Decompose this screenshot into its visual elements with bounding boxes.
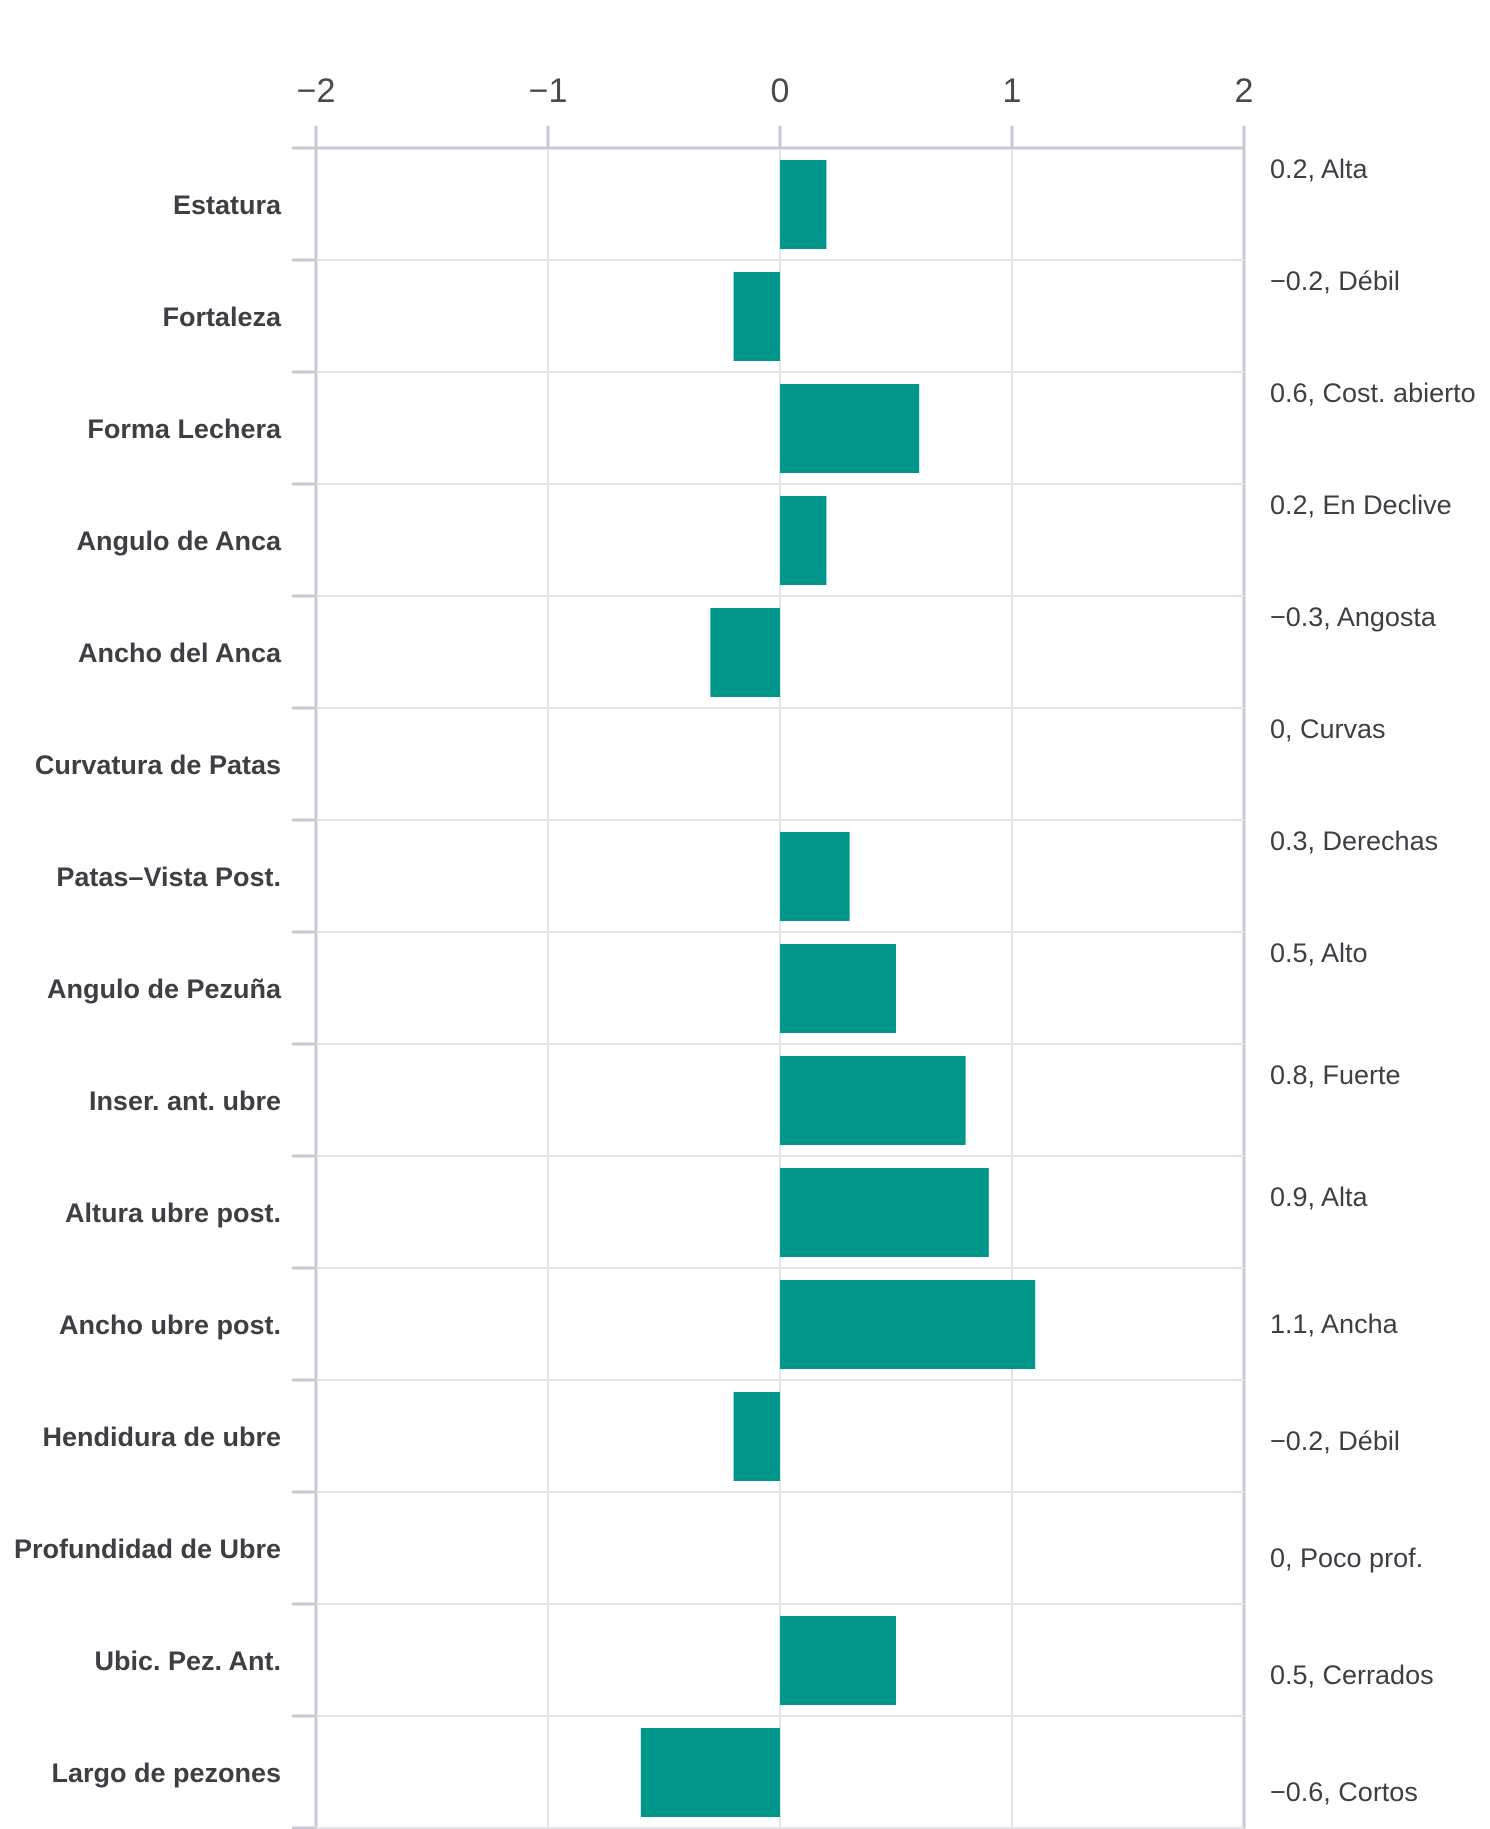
value-label: 0.6, Cost. abierto	[1270, 378, 1476, 408]
value-label: 0.8, Fuerte	[1270, 1060, 1401, 1090]
bar-patas-vista-post	[780, 832, 850, 921]
labels: −2 −1 0 1 2 Estatura 0.2, Alta Fortaleza −0.2, D…	[14, 72, 1476, 1807]
category-label: Largo de pezones	[51, 1758, 281, 1788]
category-label: Estatura	[173, 190, 282, 220]
bar-ancho-del-anca	[710, 608, 780, 697]
bar-fortaleza	[733, 272, 780, 361]
x-tick-label: −2	[297, 72, 336, 110]
bar-angulo-de-pezuna	[780, 944, 896, 1033]
value-label: −0.3, Angosta	[1270, 602, 1437, 632]
x-tick-label: −1	[529, 72, 568, 110]
category-label: Profundidad de Ubre	[14, 1534, 281, 1564]
x-tick-label: 0	[771, 72, 790, 110]
bar-altura-ubre-post	[780, 1168, 989, 1257]
value-label: 0.2, Alta	[1270, 154, 1369, 184]
value-label: 1.1, Ancha	[1270, 1309, 1399, 1339]
category-label: Forma Lechera	[87, 414, 282, 444]
value-label: 0.2, En Declive	[1270, 490, 1452, 520]
bar-hendidura-de-ubre	[733, 1392, 780, 1481]
bar-forma-lechera	[780, 384, 920, 473]
bar-ancho-ubre-post	[780, 1280, 1036, 1369]
bar-estatura	[780, 160, 827, 249]
bar-largo-de-pezones	[640, 1728, 780, 1817]
category-label: Patas–Vista Post.	[56, 862, 281, 892]
category-label: Fortaleza	[162, 302, 282, 332]
x-tick-label: 2	[1235, 72, 1254, 110]
axes	[292, 126, 1246, 1829]
category-label: Altura ubre post.	[65, 1198, 281, 1228]
bar-ubic-pez-ant	[780, 1616, 896, 1705]
bars	[640, 160, 1036, 1817]
bar-inser-ant-ubre	[780, 1056, 966, 1145]
value-label: −0.2, Débil	[1270, 266, 1400, 296]
category-label: Ancho ubre post.	[59, 1310, 281, 1340]
category-label: Ancho del Anca	[78, 638, 282, 668]
value-label: 0.5, Alto	[1270, 938, 1368, 968]
value-label: 0, Poco prof.	[1270, 1543, 1423, 1573]
value-label: −0.2, Débil	[1270, 1426, 1400, 1456]
value-label: 0.9, Alta	[1270, 1182, 1369, 1212]
category-label: Curvatura de Patas	[35, 750, 281, 780]
bar-angulo-de-anca	[780, 496, 827, 585]
category-label: Hendidura de ubre	[42, 1422, 281, 1452]
value-label: −0.6, Cortos	[1270, 1777, 1418, 1807]
value-label: 0, Curvas	[1270, 714, 1386, 744]
category-label: Angulo de Pezuña	[47, 974, 282, 1004]
value-label: 0.5, Cerrados	[1270, 1660, 1434, 1690]
category-label: Angulo de Anca	[76, 526, 281, 556]
category-label: Ubic. Pez. Ant.	[94, 1646, 281, 1676]
value-label: 0.3, Derechas	[1270, 826, 1438, 856]
x-tick-label: 1	[1003, 72, 1022, 110]
category-label: Inser. ant. ubre	[89, 1086, 281, 1116]
